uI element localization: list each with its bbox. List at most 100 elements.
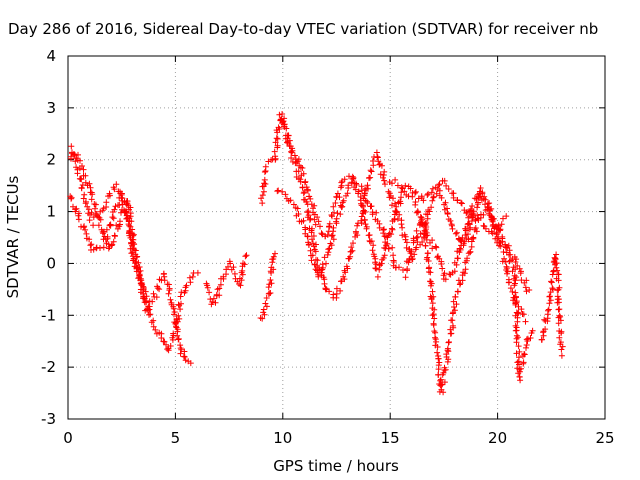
data-point [312,221,319,228]
data-point [373,265,380,272]
data-point [100,244,107,251]
data-point [449,317,456,324]
data-point [514,334,521,341]
data-point [555,299,562,306]
data-point [441,379,448,386]
data-point [295,168,302,175]
data-point [477,214,484,221]
data-point [287,197,294,204]
data-point [177,306,184,313]
data-point [72,158,79,165]
data-point [177,350,184,357]
x-tick-label: 0 [63,429,73,447]
data-point [114,225,121,232]
data-point [297,164,304,171]
data-point [158,335,165,341]
data-point [467,206,474,213]
data-point [103,226,110,233]
data-point [88,241,95,248]
data-point [402,236,409,243]
x-tick-label: 20 [488,429,507,447]
data-point [310,233,317,239]
data-point [476,190,483,197]
data-point [86,217,93,224]
data-point [110,238,117,245]
data-point [527,335,534,341]
data-point [326,288,333,295]
data-point [79,163,85,169]
data-point [425,190,432,197]
data-point [469,235,475,242]
data-point [409,193,416,200]
data-point [127,234,134,241]
data-point [437,376,444,383]
data-point [436,359,443,366]
data-point [363,223,370,230]
data-point [333,285,340,292]
data-point [76,175,83,182]
plot-frame [67,55,606,420]
data-point [542,326,549,333]
data-point [376,266,383,273]
data-point [314,269,321,276]
data-point [167,343,174,349]
data-point [465,236,472,243]
series-trace-i [386,176,533,295]
data-point [468,211,475,218]
data-point [433,190,440,197]
data-point [129,242,136,249]
data-point [273,135,280,142]
data-point [557,313,564,320]
data-point [453,261,460,268]
data-point [279,188,286,195]
data-point [518,306,525,313]
data-point [285,132,292,139]
data-point [267,277,274,283]
data-point [123,199,130,206]
data-point [523,344,529,351]
data-point [307,215,314,222]
data-point [402,274,409,281]
data-point [143,293,150,300]
y-tick-label: 2 [46,151,56,169]
data-point [92,205,98,212]
data-point [369,247,376,254]
data-point [451,268,458,275]
data-point [422,220,429,227]
data-point [295,211,302,217]
data-point [341,276,348,283]
data-point [420,197,427,204]
series-trace-h [279,115,536,384]
data-point [130,231,137,238]
data-point [330,236,337,243]
data-point [555,271,562,278]
data-point [289,147,296,154]
data-point [413,244,420,251]
data-point [380,230,387,237]
data-point [438,261,445,267]
data-point [343,263,350,270]
data-point [412,201,419,208]
data-point [548,278,555,285]
data-point [558,346,565,353]
y-tick-label: -3 [41,410,56,428]
data-point [178,300,184,307]
data-point [230,264,237,271]
data-point [428,189,435,196]
data-point [413,234,420,241]
data-point [82,226,89,233]
data-point [550,286,556,293]
data-point [263,295,270,301]
data-point [128,250,135,257]
data-point [429,245,436,252]
data-point [414,233,421,240]
data-point [465,231,471,238]
data-point [272,250,278,257]
data-point [412,190,418,196]
data-point [388,231,395,238]
data-point [513,309,520,316]
data-point [503,265,510,272]
data-point [319,261,326,268]
x-tick-label: 10 [273,429,292,447]
